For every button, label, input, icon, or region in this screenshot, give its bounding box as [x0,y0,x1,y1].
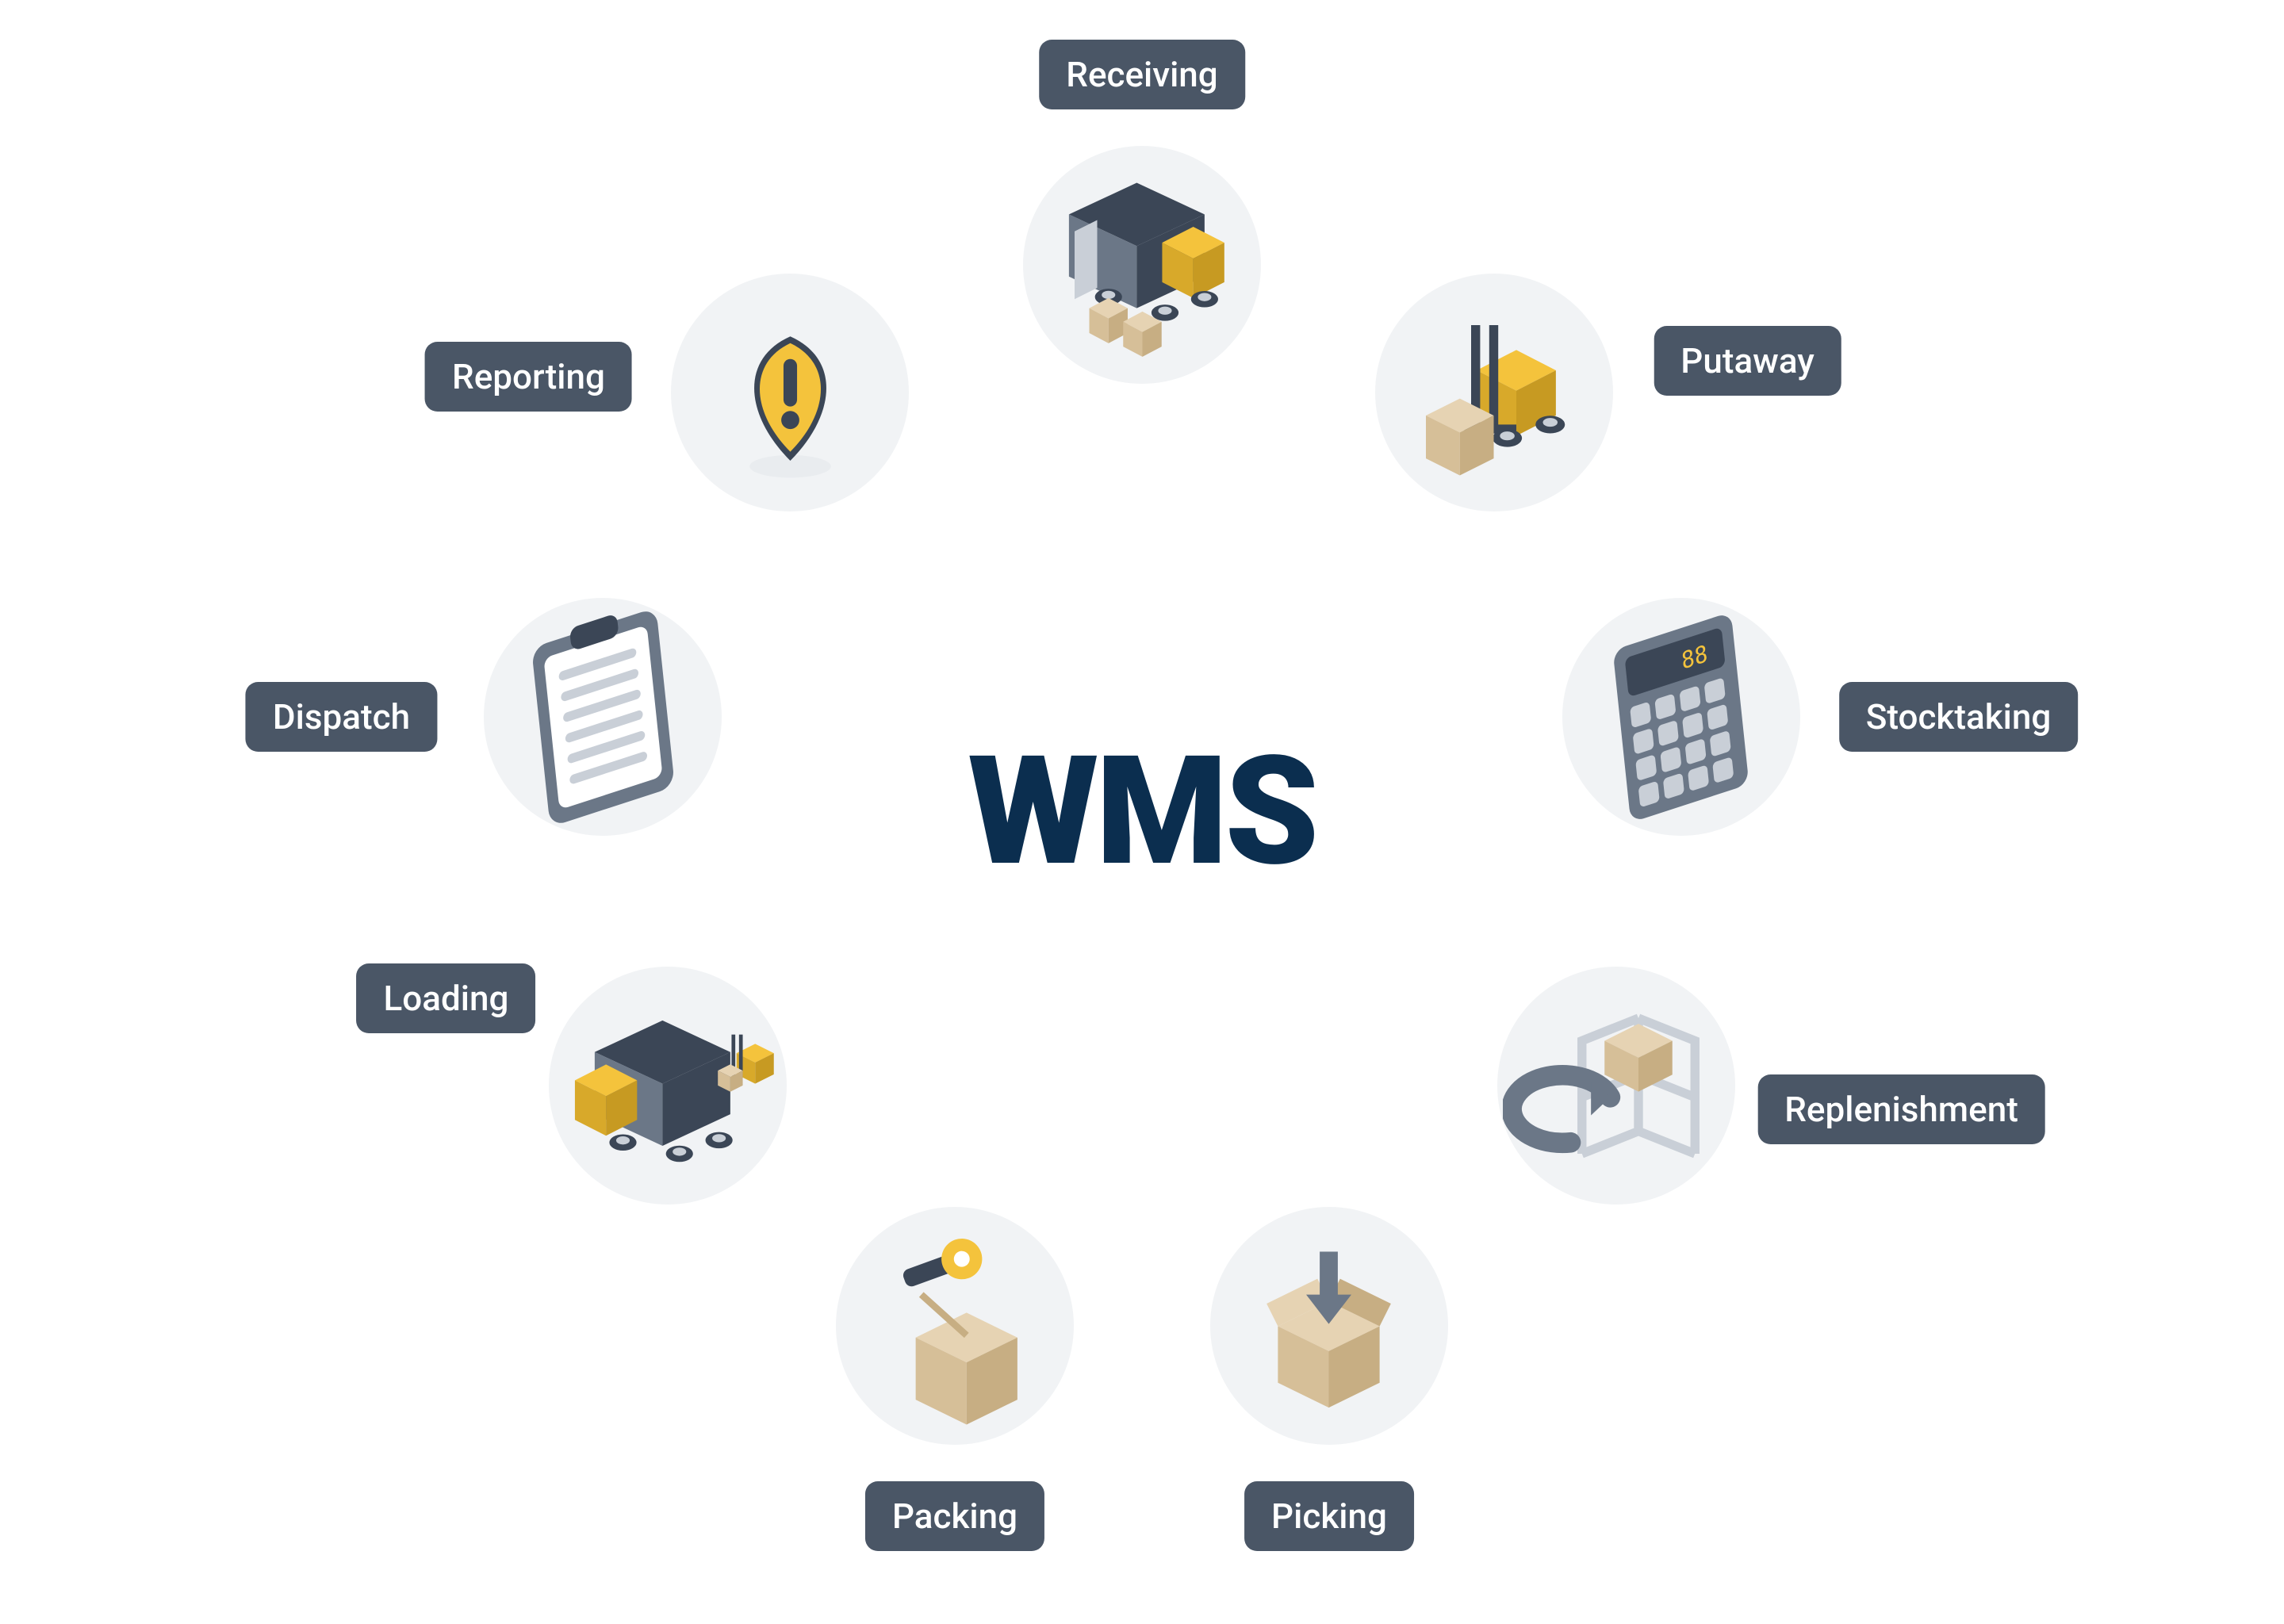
dispatch-label: Dispatch [246,682,437,752]
replenishment-label: Replenishment [1757,1074,2045,1144]
putaway-label: Putaway [1654,326,1841,396]
stocktaking-icon: 88 [1562,598,1800,836]
receiving-label: Receiving [1039,40,1245,109]
replenishment-node [1497,967,1735,1205]
wms-diagram: WMS Receiving Putaway 88 Stocktaking Repl… [0,0,2284,1624]
putaway-node [1375,274,1613,511]
packing-icon [836,1207,1074,1445]
packing-node [836,1207,1074,1445]
dispatch-icon [484,598,722,836]
loading-icon [549,967,787,1205]
stocktaking-node: 88 [1562,598,1800,836]
loading-node [549,967,787,1205]
loading-label: Loading [356,963,535,1033]
receiving-node [1023,146,1261,384]
dispatch-node [484,598,722,836]
picking-label: Picking [1244,1481,1414,1551]
reporting-icon [671,274,909,511]
putaway-icon [1375,274,1613,511]
picking-icon [1210,1207,1448,1445]
replenishment-icon [1497,967,1735,1205]
stocktaking-label: Stocktaking [1839,682,2079,752]
reporting-node [671,274,909,511]
picking-node [1210,1207,1448,1445]
receiving-icon [1023,146,1261,384]
packing-label: Packing [865,1481,1044,1551]
center-title: WMS [968,724,1316,900]
reporting-label: Reporting [425,342,632,412]
